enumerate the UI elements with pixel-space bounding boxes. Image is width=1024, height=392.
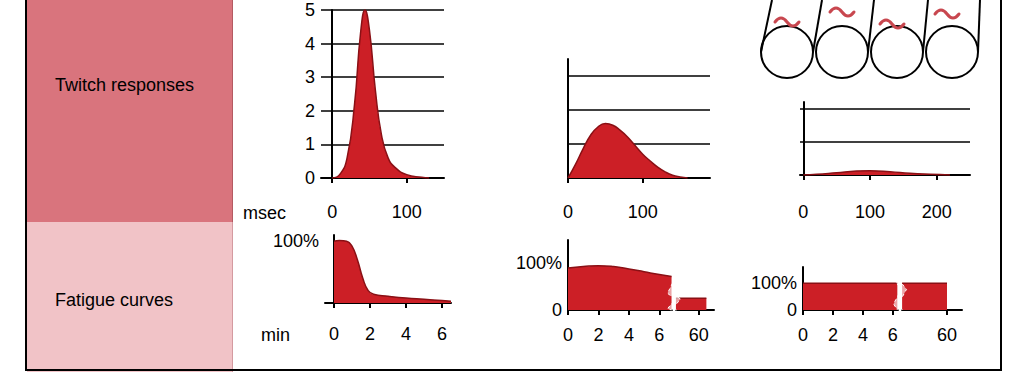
svg-text:0: 0 [563, 202, 573, 222]
svg-text:60: 60 [937, 325, 957, 345]
svg-text:5: 5 [305, 0, 315, 20]
svg-text:4: 4 [858, 325, 868, 345]
html-text:Twitch responses: Twitch responses [55, 75, 195, 95]
svg-text:200: 200 [922, 202, 952, 222]
svg-text:0: 0 [563, 325, 573, 345]
html-text:Fatigue curves: Fatigue curves [55, 290, 174, 310]
svg-text:0: 0 [787, 300, 797, 320]
svg-text:6: 6 [654, 325, 664, 345]
svg-text:0: 0 [552, 300, 562, 320]
svg-text:2: 2 [365, 324, 375, 344]
svg-text:3: 3 [305, 67, 315, 87]
svg-text:2: 2 [828, 325, 838, 345]
svg-text:2: 2 [305, 101, 315, 121]
svg-text:100: 100 [855, 202, 885, 222]
svg-text:6: 6 [888, 325, 898, 345]
svg-text:0: 0 [305, 168, 315, 188]
svg-text:0: 0 [329, 324, 339, 344]
svg-text:4: 4 [624, 325, 634, 345]
svg-text:6: 6 [437, 324, 447, 344]
svg-text:0: 0 [798, 325, 808, 345]
svg-text:4: 4 [401, 324, 411, 344]
svg-text:2: 2 [593, 325, 603, 345]
svg-text:100%: 100% [273, 231, 319, 251]
svg-text:100: 100 [392, 202, 422, 222]
svg-text:1: 1 [305, 134, 315, 154]
svg-text:100: 100 [628, 202, 658, 222]
html-text:msec: msec [243, 203, 286, 223]
svg-text:60: 60 [689, 325, 709, 345]
html-text:min: min [261, 325, 290, 345]
svg-text:0: 0 [798, 202, 808, 222]
svg-text:100%: 100% [516, 253, 562, 273]
svg-text:4: 4 [305, 34, 315, 54]
svg-text:0: 0 [327, 202, 337, 222]
svg-text:100%: 100% [751, 273, 797, 293]
